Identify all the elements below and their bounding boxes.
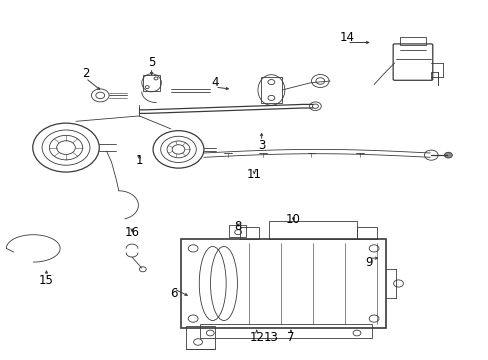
Text: 6: 6: [169, 287, 177, 300]
Text: 5: 5: [147, 57, 155, 69]
Text: 11: 11: [246, 168, 261, 181]
Bar: [399, 37, 426, 45]
Text: 7: 7: [286, 331, 294, 344]
Bar: [239, 227, 259, 239]
Bar: [142, 75, 160, 91]
Text: 9: 9: [365, 256, 372, 269]
Text: 8: 8: [234, 220, 242, 233]
Text: 3: 3: [257, 139, 265, 152]
Text: 15: 15: [39, 274, 54, 287]
Text: 16: 16: [124, 226, 139, 239]
Text: 13: 13: [264, 331, 278, 344]
Text: 12: 12: [249, 331, 264, 344]
Text: 10: 10: [285, 213, 300, 226]
Bar: [185, 326, 215, 349]
Text: 2: 2: [81, 67, 89, 80]
Bar: [181, 239, 386, 328]
Bar: [260, 77, 282, 103]
Circle shape: [444, 152, 451, 158]
Text: 14: 14: [339, 31, 354, 44]
Text: 4: 4: [211, 76, 219, 89]
Text: 1: 1: [135, 154, 143, 167]
Bar: [200, 324, 371, 338]
Bar: [268, 221, 356, 239]
Bar: [356, 227, 376, 239]
Bar: [229, 225, 246, 237]
